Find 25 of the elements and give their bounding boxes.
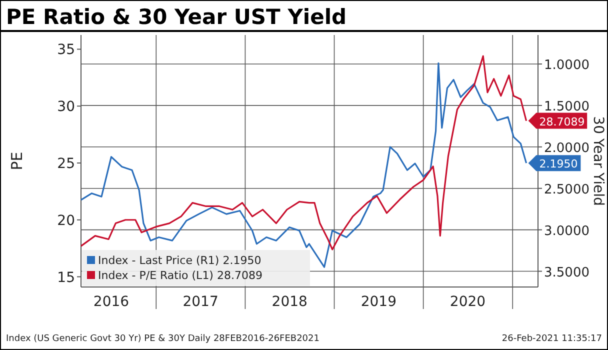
y2-tick-label: 3.0000 <box>544 224 590 239</box>
y-tick-label: 25 <box>57 156 75 172</box>
data-label: 28.7089 <box>539 115 585 128</box>
text: Index (US Generic Govt 30 Yr) PE & 30Y Daily 28FEB2016-26FEB2021 <box>6 334 320 344</box>
x-tick-label: 2016 <box>93 294 130 310</box>
y2-axis-title: 30 Year Yield <box>590 116 606 206</box>
y2-tick-label: 2.5000 <box>544 182 590 198</box>
y2-tick-label: 2.0000 <box>544 140 590 156</box>
y-tick-label: 15 <box>57 270 75 286</box>
x-tick-label: 2020 <box>450 294 486 310</box>
y2-tick-label: 3.5000 <box>544 265 590 280</box>
y2-tick-label: 1.0000 <box>544 58 590 74</box>
x-tick-label: 2018 <box>272 294 308 310</box>
text: 26-Feb-2021 11:35:17 <box>502 334 602 344</box>
y-tick-label: 30 <box>57 99 75 116</box>
y-axis-title: PE <box>8 152 26 170</box>
chart-title: PE Ratio & 30 Year UST Yield <box>6 5 347 29</box>
y-tick-label: 20 <box>57 212 75 229</box>
y-tick-label: 35 <box>57 42 75 58</box>
data-label: 2.1950 <box>539 158 578 171</box>
legend-label: Index - Last Price (R1) 2.1950 <box>98 254 262 267</box>
legend-label: Index - P/E Ratio (L1) 28.7089 <box>98 269 262 282</box>
y2-tick-label: 1.5000 <box>544 99 590 114</box>
x-tick-label: 2019 <box>360 294 396 310</box>
x-tick-label: 2017 <box>182 294 218 310</box>
